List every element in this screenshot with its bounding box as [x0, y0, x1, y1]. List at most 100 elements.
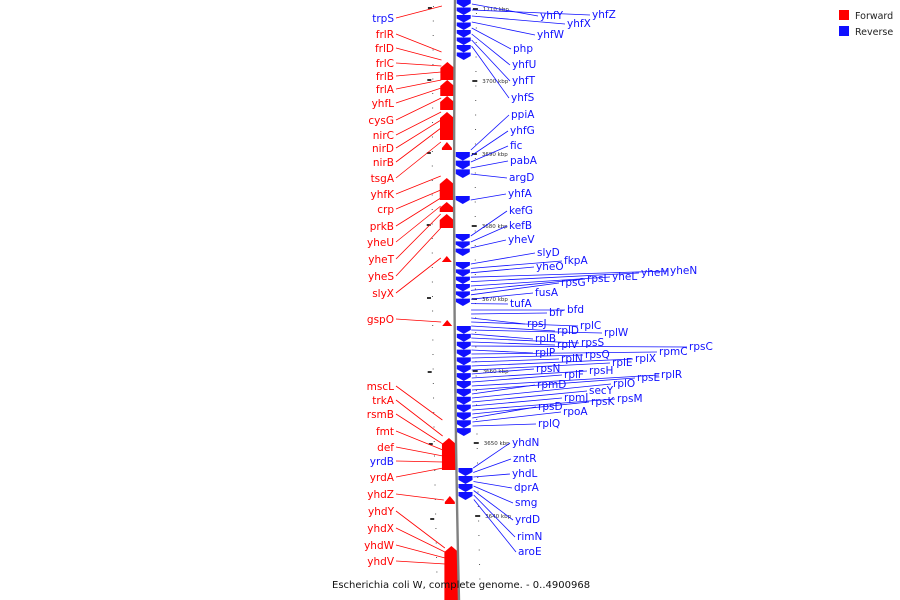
forward-gene-label[interactable]: frlR — [376, 29, 394, 41]
reverse-gene-label[interactable]: fusA — [535, 287, 559, 299]
reverse-gene-label[interactable]: rpsG — [561, 277, 586, 289]
reverse-gene-label[interactable]: rpsK — [591, 396, 615, 408]
forward-gene-arrow[interactable] — [442, 320, 453, 326]
reverse-gene-label[interactable]: rpsM — [617, 393, 643, 405]
reverse-gene-label[interactable]: yheL — [612, 271, 637, 283]
forward-gene-label[interactable]: yhdX — [367, 523, 394, 535]
reverse-gene-label[interactable]: kefG — [509, 205, 533, 217]
reverse-gene-label[interactable]: rplR — [661, 369, 682, 381]
reverse-gene-label[interactable]: rplV — [557, 339, 579, 351]
reverse-gene-arrow[interactable] — [456, 333, 471, 342]
reverse-gene-arrow[interactable] — [456, 365, 471, 374]
reverse-gene-label[interactable]: bfd — [567, 304, 584, 316]
reverse-gene-arrow[interactable] — [456, 381, 471, 389]
forward-gene-label[interactable]: crp — [377, 204, 394, 216]
forward-gene-label[interactable]: nirB — [373, 157, 394, 169]
reverse-gene-label[interactable]: php — [513, 43, 533, 55]
reverse-gene-label[interactable]: rpmD — [537, 379, 566, 391]
forward-gene-label[interactable]: fmt — [376, 426, 394, 438]
forward-gene-arrow[interactable] — [444, 496, 455, 504]
reverse-gene-label[interactable]: ppiA — [511, 109, 535, 121]
forward-gene-label[interactable]: frlC — [376, 58, 394, 70]
reverse-gene-label[interactable]: rpsJ — [527, 318, 547, 330]
reverse-gene-label[interactable]: rpsH — [589, 365, 613, 377]
reverse-gene-label[interactable]: rplD — [557, 325, 579, 337]
forward-gene-label[interactable]: yhdV — [367, 556, 395, 568]
forward-gene-arrow[interactable] — [441, 256, 452, 262]
reverse-gene-arrow[interactable] — [455, 169, 470, 178]
reverse-gene-arrow[interactable] — [456, 0, 471, 8]
reverse-gene-label[interactable]: rplN — [561, 353, 583, 365]
reverse-gene-arrow[interactable] — [456, 22, 471, 31]
forward-gene-arrow[interactable] — [439, 178, 454, 200]
forward-gene-arrow[interactable] — [440, 62, 455, 80]
reverse-gene-arrow[interactable] — [456, 412, 471, 421]
forward-gene-label[interactable]: yhfK — [371, 189, 396, 201]
reverse-gene-label[interactable]: yrdD — [515, 514, 540, 526]
forward-gene-arrow[interactable] — [444, 546, 459, 600]
forward-gene-label[interactable]: trkA — [372, 395, 395, 407]
reverse-gene-arrow[interactable] — [455, 248, 470, 256]
reverse-gene-label[interactable]: bfr — [549, 307, 564, 319]
reverse-gene-label[interactable]: yhdN — [512, 437, 539, 449]
reverse-gene-label[interactable]: rpsE — [637, 372, 660, 384]
reverse-gene-label[interactable]: yhfW — [537, 29, 565, 41]
reverse-gene-arrow[interactable] — [456, 30, 471, 38]
forward-gene-arrow[interactable] — [440, 96, 455, 110]
reverse-gene-label[interactable]: rpoA — [563, 406, 588, 418]
reverse-gene-label[interactable]: yhfT — [512, 75, 536, 87]
forward-gene-arrow[interactable] — [439, 202, 454, 212]
reverse-gene-arrow[interactable] — [455, 276, 470, 284]
forward-gene-label[interactable]: frlD — [375, 43, 394, 55]
forward-gene-label[interactable]: yhfL — [372, 98, 395, 110]
forward-gene-arrow[interactable] — [440, 80, 455, 96]
forward-gene-arrow[interactable] — [441, 438, 456, 470]
reverse-gene-label[interactable]: argD — [509, 172, 534, 184]
reverse-gene-label[interactable]: yhfZ — [592, 9, 616, 21]
reverse-gene-label[interactable]: rpsQ — [585, 349, 610, 361]
reverse-gene-arrow[interactable] — [456, 52, 471, 61]
reverse-gene-label[interactable]: rplX — [635, 353, 656, 365]
forward-gene-label[interactable]: gspO — [367, 314, 394, 326]
forward-gene-label[interactable]: rsmB — [367, 409, 394, 421]
forward-gene-label[interactable]: slyX — [372, 288, 394, 300]
reverse-gene-arrow[interactable] — [455, 284, 470, 292]
reverse-gene-arrow[interactable] — [456, 388, 471, 397]
reverse-gene-label[interactable]: kefB — [509, 220, 532, 232]
forward-gene-label[interactable]: nirD — [372, 143, 394, 155]
reverse-gene-label[interactable]: yhfY — [540, 10, 564, 22]
reverse-gene-label[interactable]: rpsD — [538, 401, 563, 413]
reverse-gene-arrow[interactable] — [458, 484, 473, 492]
forward-gene-arrow[interactable] — [440, 112, 455, 140]
reverse-gene-label[interactable]: yhfX — [567, 18, 591, 30]
reverse-gene-label[interactable]: rplB — [535, 333, 556, 345]
reverse-gene-arrow[interactable] — [456, 15, 471, 23]
reverse-gene-label[interactable]: rplO — [613, 378, 635, 390]
forward-gene-label[interactable]: yheT — [368, 254, 394, 266]
reverse-gene-label[interactable]: rimN — [517, 531, 542, 543]
forward-gene-label[interactable]: prkB — [370, 221, 394, 233]
forward-gene-label[interactable]: mscL — [367, 381, 394, 393]
reverse-gene-label[interactable]: rplE — [612, 357, 633, 369]
reverse-gene-arrow[interactable] — [455, 291, 470, 299]
forward-gene-label[interactable]: yhdZ — [367, 489, 394, 501]
reverse-gene-arrow[interactable] — [456, 373, 471, 381]
forward-gene-label[interactable]: yhdW — [364, 540, 395, 552]
reverse-gene-label[interactable]: rpsN — [536, 363, 560, 375]
reverse-gene-arrow[interactable] — [456, 420, 471, 429]
forward-gene-label[interactable]: yheS — [368, 271, 394, 283]
reverse-gene-label[interactable]: slyD — [537, 247, 560, 259]
reverse-gene-label[interactable]: rplW — [604, 327, 629, 339]
reverse-gene-arrow[interactable] — [456, 396, 471, 405]
reverse-gene-label[interactable]: tufA — [510, 298, 532, 310]
reverse-gene-label[interactable]: fkpA — [564, 255, 588, 267]
forward-gene-label[interactable]: frlB — [376, 71, 394, 83]
forward-gene-label[interactable]: yrdA — [370, 472, 395, 484]
reverse-gene-label[interactable]: rpsS — [581, 337, 604, 349]
reverse-gene-label[interactable]: aroE — [518, 546, 542, 558]
reverse-gene-arrow[interactable] — [455, 298, 470, 306]
reverse-gene-arrow[interactable] — [456, 341, 471, 350]
reverse-gene-label[interactable]: rpmJ — [564, 392, 588, 404]
reverse-gene-arrow[interactable] — [455, 269, 470, 277]
reverse-gene-arrow[interactable] — [455, 262, 470, 270]
